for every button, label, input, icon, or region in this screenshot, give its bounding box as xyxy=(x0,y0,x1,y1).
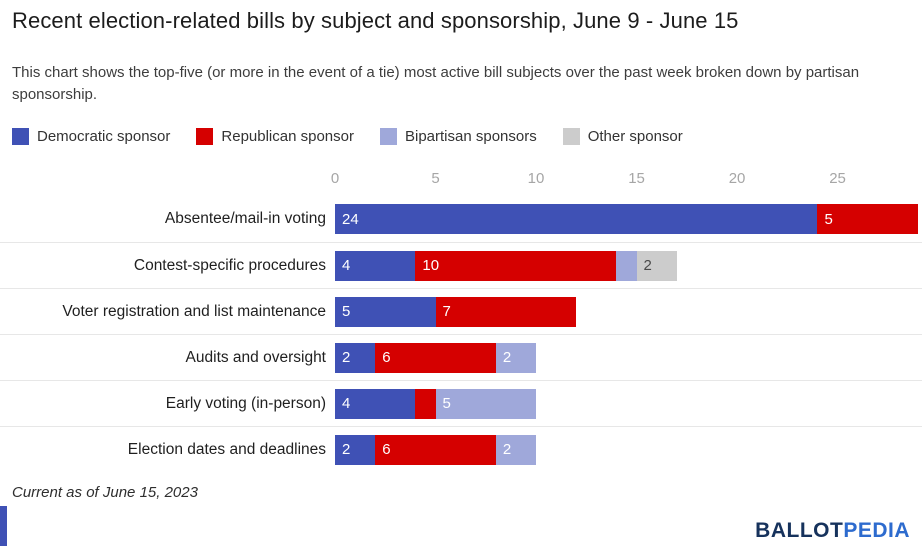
bar-value-label: 5 xyxy=(824,210,833,228)
legend-item: Bipartisan sponsors xyxy=(379,128,537,145)
bar-value-label: 7 xyxy=(442,303,451,320)
chart-row: Election dates and deadlines 2 6 2 xyxy=(0,426,922,472)
bar-segment: 5 xyxy=(435,388,536,419)
chart-row: Early voting (in-person) 4 5 xyxy=(0,380,922,426)
chart-row: Audits and oversight 2 6 2 xyxy=(0,334,922,380)
x-tick-label: 10 xyxy=(527,170,545,187)
footnote: Current as of June 15, 2023 xyxy=(12,484,198,501)
bar-value-label: 5 xyxy=(442,395,451,412)
page-title: Recent election-related bills by subject… xyxy=(12,8,739,33)
bar-value-label: 2 xyxy=(502,441,512,458)
x-tick-label: 15 xyxy=(628,170,645,187)
x-tick-label: 5 xyxy=(431,170,440,187)
legend-label: Other sponsor xyxy=(587,128,683,145)
legend-item: Democratic sponsor xyxy=(12,128,170,145)
bar-segment: 2 xyxy=(495,434,537,465)
plot-rows: Absentee/mail-in voting 24 5 Contest-specif… xyxy=(0,196,922,472)
category-label: Election dates and deadlines xyxy=(127,440,326,458)
category-label: Contest-specific procedures xyxy=(133,256,326,274)
ballotpedia-logo: BALLOTPEDIA xyxy=(755,519,910,543)
stacked-bar-chart: 0 5 10 15 20 25 Absentee/mail-in voting 24 5 Con… xyxy=(0,166,922,472)
decorative-left-bar xyxy=(0,506,7,546)
bar-segment: 5 xyxy=(817,204,918,234)
legend-label: Democratic sponsor xyxy=(37,128,171,145)
legend-swatch xyxy=(196,128,214,145)
bar-segment: 6 xyxy=(375,434,496,465)
legend: Democratic sponsor Republican sponsor Bipa… xyxy=(12,128,683,145)
bar-area: 2 6 2 xyxy=(335,342,922,373)
bar-value-label: 2 xyxy=(342,349,351,366)
bar-value-label: 10 xyxy=(422,257,440,274)
x-tick-label: 0 xyxy=(330,170,340,187)
legend-label: Bipartisan sponsors xyxy=(404,128,537,145)
legend-swatch xyxy=(562,128,580,145)
bar-segment: 7 xyxy=(435,296,577,327)
bar-value-label: 24 xyxy=(342,210,359,228)
bar-segment xyxy=(616,250,637,281)
bar-value-label: 6 xyxy=(382,349,391,366)
logo-ballot-text: BALLOT xyxy=(755,519,844,542)
bar-segment: 2 xyxy=(636,250,677,281)
legend-label: Republican sponsor xyxy=(221,128,354,145)
legend-item: Republican sponsor xyxy=(196,128,354,145)
bar-segment: 2 xyxy=(335,342,376,373)
bar-area: 4 10 2 xyxy=(335,250,922,281)
bar-value-label: 2 xyxy=(643,257,652,274)
bar-segment: 2 xyxy=(495,342,537,373)
bar-segment: 4 xyxy=(335,250,416,281)
bar-segment: 10 xyxy=(415,250,617,281)
logo-pedia-text: PEDIA xyxy=(843,519,910,542)
bar-segment: 24 xyxy=(335,204,818,234)
category-label: Voter registration and list maintenance xyxy=(62,302,326,320)
bar-segment xyxy=(415,388,436,419)
category-label: Audits and oversight xyxy=(185,348,326,366)
legend-swatch xyxy=(12,128,29,145)
category-label: Early voting (in-person) xyxy=(165,394,326,412)
bar-area: 24 5 xyxy=(335,204,922,234)
bar-value-label: 6 xyxy=(382,441,391,458)
bar-value-label: 2 xyxy=(502,349,512,366)
x-tick-label: 25 xyxy=(829,170,846,187)
bar-area: 2 6 2 xyxy=(335,434,922,465)
bar-value-label: 4 xyxy=(342,257,351,274)
legend-swatch xyxy=(379,128,397,145)
bar-value-label: 4 xyxy=(342,395,351,412)
x-tick-label: 20 xyxy=(728,170,746,187)
bar-value-label: 5 xyxy=(342,303,351,320)
x-axis-ticks: 0 5 10 15 20 25 xyxy=(331,166,922,196)
bar-segment: 4 xyxy=(335,388,416,419)
category-label: Absentee/mail-in voting xyxy=(164,210,326,227)
legend-item: Other sponsor xyxy=(562,128,683,145)
bar-segment: 2 xyxy=(335,434,376,465)
chart-row: Contest-specific procedures 4 10 2 xyxy=(0,242,922,288)
bar-segment: 6 xyxy=(375,342,496,373)
bar-segment: 5 xyxy=(335,296,436,327)
bar-value-label: 2 xyxy=(342,441,351,458)
chart-row: Voter registration and list maintenance 5… xyxy=(0,288,922,334)
page-subtitle: This chart shows the top-five (or more i… xyxy=(12,64,860,103)
chart-row: Absentee/mail-in voting 24 5 xyxy=(0,196,922,242)
